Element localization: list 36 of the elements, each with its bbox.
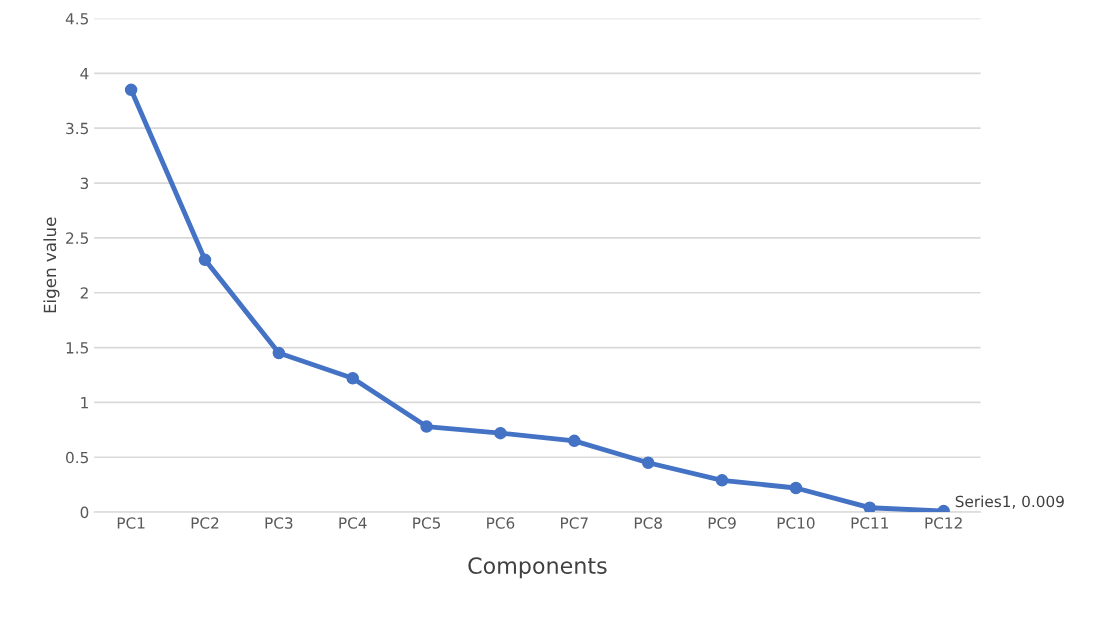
x-axis-title: Components xyxy=(468,557,607,579)
y-tick-label: 1 xyxy=(81,397,88,409)
y-tick-label: 1.5 xyxy=(66,342,88,354)
x-tick-label: PC1 xyxy=(117,517,145,529)
y-tick-label: 2.5 xyxy=(66,232,88,244)
point xyxy=(124,83,138,97)
y-tick-label: 4.5 xyxy=(65,13,88,25)
point xyxy=(272,346,286,360)
point xyxy=(494,426,507,440)
point xyxy=(568,434,581,448)
y-tick-label: 0 xyxy=(80,506,89,519)
point xyxy=(420,420,433,433)
x-tick-label: PC5 xyxy=(413,517,441,529)
x-tick-label: PC3 xyxy=(265,517,293,529)
annotation: Series1, 0.009 xyxy=(955,495,1064,509)
point xyxy=(346,372,359,385)
point xyxy=(863,501,877,513)
point xyxy=(198,253,212,267)
y-tick-label: 3.5 xyxy=(66,122,88,135)
y-tick-label: 2 xyxy=(80,287,88,299)
x-tick-label: PC8 xyxy=(634,517,662,529)
y-tick-label: 3 xyxy=(80,177,89,190)
x-tick-label: PC10 xyxy=(777,517,815,529)
y-axis-title: Eigen value xyxy=(43,217,60,313)
x-tick-label: PC2 xyxy=(191,517,219,529)
x-tick-label: PC11 xyxy=(851,517,889,529)
x-tick-label: PC4 xyxy=(339,517,367,529)
y-tick-label: 4 xyxy=(80,68,89,80)
x-tick-label: PC6 xyxy=(487,517,515,529)
y-tick-label: 0.5 xyxy=(66,451,88,464)
x-tick-label: PC9 xyxy=(708,517,736,529)
point xyxy=(641,456,655,470)
point xyxy=(715,474,729,487)
x-tick-label: PC7 xyxy=(561,517,588,529)
x-tick-label: PC12 xyxy=(925,517,962,529)
point xyxy=(789,481,803,495)
